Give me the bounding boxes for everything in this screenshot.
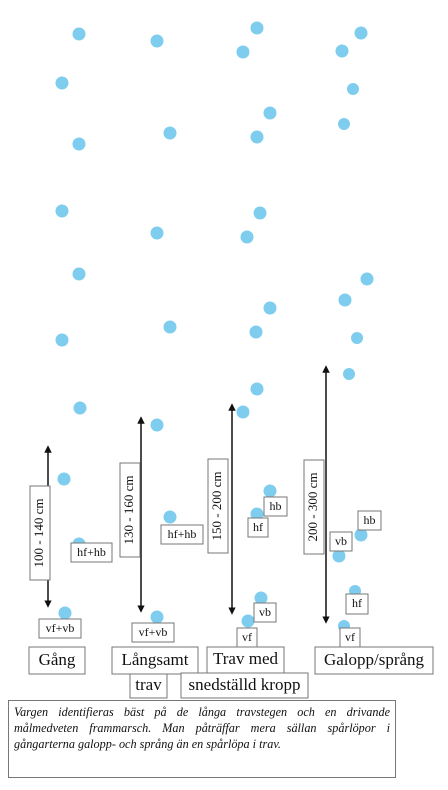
distance-box (303, 459, 325, 555)
paw-print (236, 405, 250, 419)
paw-print (351, 332, 363, 344)
paw-print (163, 320, 177, 334)
paw-print (250, 507, 264, 521)
paw-print (343, 368, 355, 380)
paw-print (163, 126, 177, 140)
paw-print (72, 137, 86, 151)
paw-print (55, 76, 69, 90)
paw-print (254, 591, 268, 605)
track-label: hf+hb (168, 527, 197, 541)
paw-print (55, 204, 69, 218)
track-label: vb (335, 534, 347, 548)
paw-print (335, 44, 349, 58)
paw-print (73, 401, 87, 415)
track-label: vf+vb (139, 625, 168, 639)
track-label: hf (352, 596, 362, 610)
caption: Vargen identifieras bäst på de långa tra… (8, 700, 396, 778)
distance-label: 130 - 160 cm (121, 476, 136, 545)
paw-print (347, 83, 359, 95)
paw-print (150, 610, 164, 624)
paw-print (250, 21, 264, 35)
paw-print (263, 301, 277, 315)
track-label: hb (364, 513, 376, 527)
paw-print (150, 418, 164, 432)
paw-print (338, 118, 350, 130)
distance-box (29, 485, 51, 581)
gait-name: Gång (39, 650, 76, 669)
paw-print (338, 293, 352, 307)
paw-print (58, 606, 72, 620)
track-box (357, 510, 382, 531)
track-label: hf+hb (77, 545, 106, 559)
gait-box (180, 672, 309, 699)
gait-name: Långsamt (121, 650, 188, 669)
distance-label: 150 - 200 cm (209, 472, 224, 541)
paw-print (163, 510, 177, 524)
paw-print (150, 226, 164, 240)
paw-print (249, 325, 263, 339)
track-label: hf (253, 520, 263, 534)
distance-label: 200 - 300 cm (305, 473, 320, 542)
track-box (70, 542, 113, 563)
track-label: vf (345, 630, 355, 644)
gait-box (314, 646, 434, 675)
distance-box (207, 458, 229, 554)
track-label: hb (270, 499, 282, 513)
track-label: vb (259, 605, 271, 619)
track-box (131, 622, 175, 643)
gait-name: trav (135, 675, 162, 694)
paw-print (354, 528, 368, 542)
track-box (247, 517, 269, 538)
paw-print (236, 45, 250, 59)
track-box (345, 593, 369, 615)
paw-print (250, 130, 264, 144)
paw-print (332, 549, 346, 563)
paw-print (241, 614, 255, 628)
paw-print (240, 230, 254, 244)
track-box (38, 618, 82, 639)
paw-print (263, 484, 277, 498)
paw-print (150, 34, 164, 48)
gait-name: Galopp/språng (324, 650, 425, 669)
paw-print (55, 333, 69, 347)
gait-name: snedställd kropp (189, 675, 301, 694)
gait-box (129, 673, 168, 699)
paw-print (72, 267, 86, 281)
distance-box (119, 462, 141, 558)
track-label: vf+vb (46, 621, 75, 635)
paw-print (354, 26, 368, 40)
paw-print (360, 272, 374, 286)
paw-print (253, 206, 267, 220)
track-label: vf (242, 630, 252, 644)
diagram: 100 - 140 cm 130 - 160 cm 150 - 200 cm 2… (28, 21, 434, 699)
distance-label: 100 - 140 cm (31, 499, 46, 568)
track-box (263, 496, 288, 517)
gait-box (111, 646, 199, 675)
gait-box (28, 646, 86, 675)
paw-print (57, 472, 71, 486)
tracks (55, 21, 374, 632)
track-box (253, 602, 277, 623)
track-box (329, 531, 353, 552)
gait-name: Trav med (213, 649, 279, 668)
paw-print (250, 382, 264, 396)
paw-print (72, 27, 86, 41)
track-box (160, 524, 204, 545)
paw-print (263, 106, 277, 120)
